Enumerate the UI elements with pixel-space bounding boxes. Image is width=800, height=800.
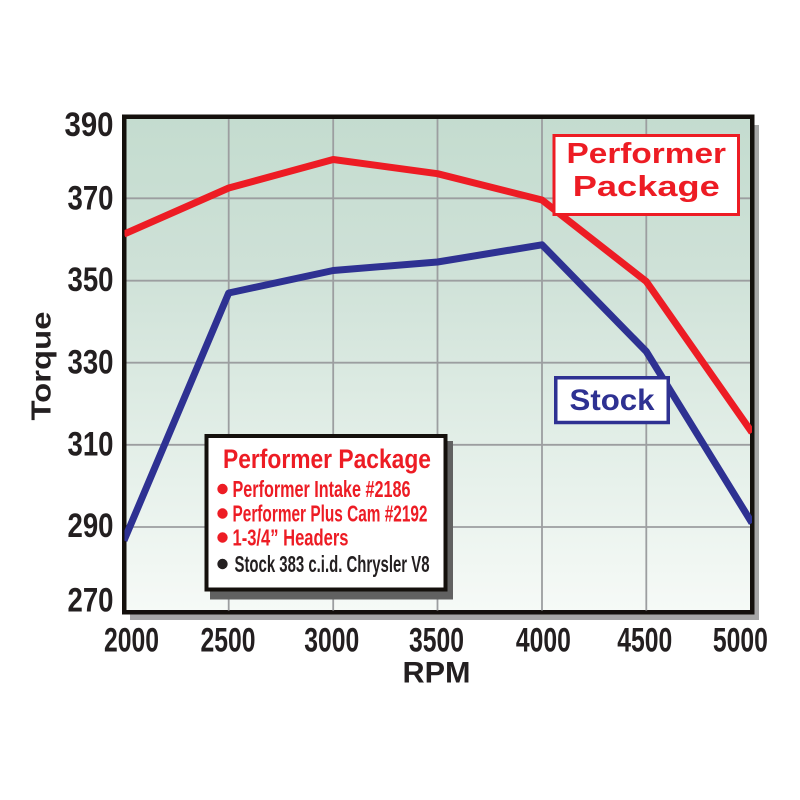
svg-text:3500: 3500 [409,621,464,659]
svg-text:350: 350 [68,261,114,299]
svg-text:3000: 3000 [304,621,359,659]
svg-text:1-3/4” Headers: 1-3/4” Headers [233,525,349,551]
svg-text:4500: 4500 [617,621,672,659]
svg-text:4000: 4000 [516,621,571,659]
svg-text:5000: 5000 [713,621,768,659]
svg-text:Performer Plus Cam #2192: Performer Plus Cam #2192 [233,501,428,527]
svg-text:Torque: Torque [26,312,57,421]
svg-text:290: 290 [68,507,114,545]
svg-text:Package: Package [573,171,720,203]
svg-text:390: 390 [65,106,114,144]
svg-text:RPM: RPM [403,657,471,690]
svg-text:Stock 383 c.i.d. Chrysler V8: Stock 383 c.i.d. Chrysler V8 [235,551,430,577]
svg-text:270: 270 [68,582,114,620]
svg-text:310: 310 [68,426,114,464]
svg-text:Performer Package: Performer Package [223,444,431,474]
svg-text:2000: 2000 [104,621,159,659]
svg-text:Performer Intake #2186: Performer Intake #2186 [233,476,411,502]
svg-text:2500: 2500 [201,621,256,659]
svg-text:370: 370 [68,179,114,217]
svg-text:Stock: Stock [570,384,655,417]
svg-text:Performer: Performer [567,138,727,170]
svg-text:330: 330 [68,343,114,381]
